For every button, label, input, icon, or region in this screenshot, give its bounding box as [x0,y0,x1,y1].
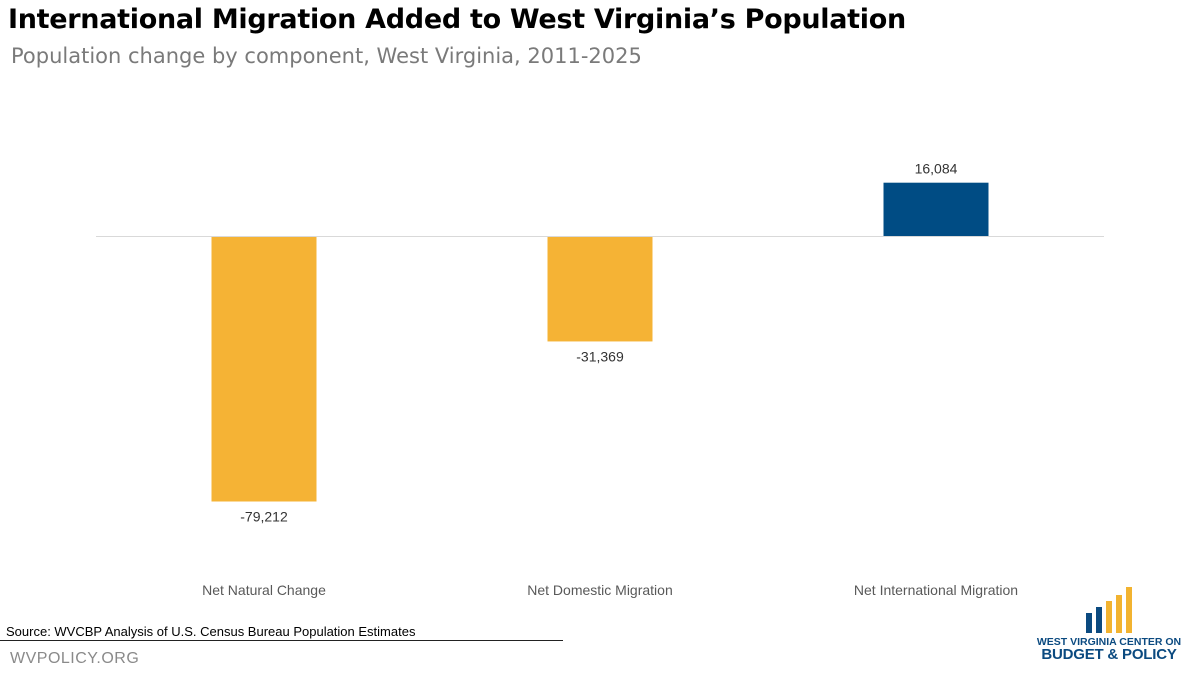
logo-org-line: WEST VIRGINIA CENTER ON [1036,636,1182,648]
bar-chart: -79,212 Net Natural Change -31,369 Net Dome… [96,161,1104,598]
bar-net-international-migration [883,182,989,237]
website-link[interactable]: WVPOLICY.ORG [10,650,140,667]
chart-subtitle: Population change by component, West Vir… [11,44,642,68]
source-note: Source: WVCBP Analysis of U.S. Census Bu… [6,624,416,639]
data-label-net-international-migration: 16,084 [915,161,958,177]
labels-layer: -79,212 Net Natural Change -31,369 Net Dome… [202,161,1018,598]
category-label-net-natural-change: Net Natural Change [202,582,326,598]
category-label-net-international-migration: Net International Migration [854,582,1018,598]
category-label-net-domestic-migration: Net Domestic Migration [527,582,673,598]
bar-net-natural-change [211,236,317,502]
data-label-net-natural-change: -79,212 [240,509,288,525]
source-divider [0,640,563,641]
bar-net-domestic-migration [547,236,653,342]
bars-layer [211,182,989,502]
data-label-net-domestic-migration: -31,369 [576,348,624,364]
chart-title: International Migration Added to West Vi… [8,4,906,35]
logo-bars-icon [1086,587,1132,633]
wvcbp-logo: WEST VIRGINIA CENTER ON BUDGET & POLICY [1030,585,1190,665]
logo-name-line: BUDGET & POLICY [1041,646,1177,663]
